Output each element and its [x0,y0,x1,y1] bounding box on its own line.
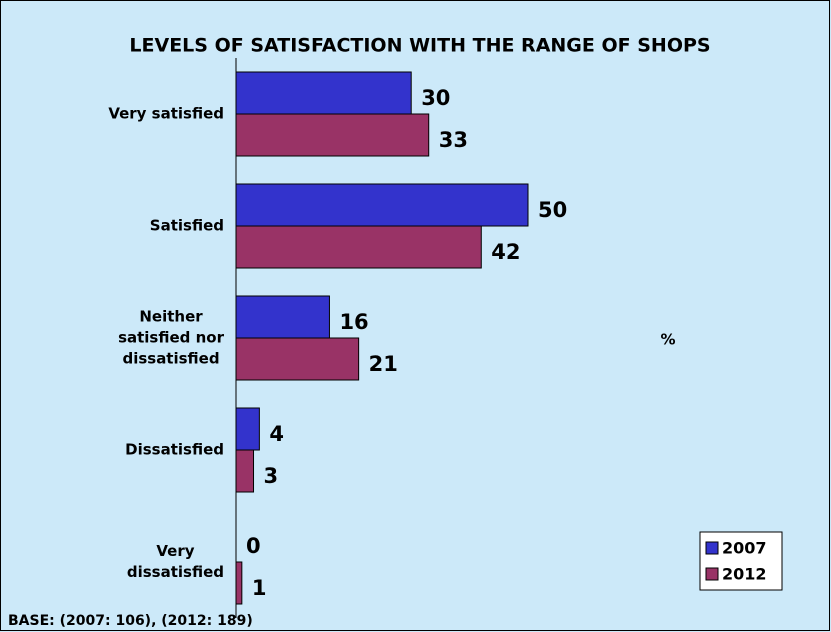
value-label: 1 [252,576,267,600]
legend-label: 2012 [722,565,767,584]
y-tick-label: Dissatisfied [125,440,224,459]
note: BASE: (2007: 106), (2012: 189) [8,613,253,629]
legend-swatch [705,567,719,581]
y-tick-label: Very satisfied [108,104,224,123]
value-label: 21 [369,352,398,376]
chart-title: LEVELS OF SATISFACTION WITH THE RANGE OF… [129,35,710,57]
value-label: 4 [269,422,284,446]
bar [235,225,482,269]
value-label: 3 [264,464,279,488]
bar [235,407,260,451]
x-axis-label: % [660,331,675,349]
bar [235,71,412,115]
bar [235,337,360,381]
y-tick-label: Satisfied [149,216,224,235]
value-label: 0 [246,534,261,558]
value-label: 16 [339,310,368,334]
y-tick-label: Very dissatisfied [126,542,224,581]
bar [235,561,243,605]
value-label: 33 [439,128,468,152]
legend-swatch [705,541,719,555]
legend-label: 2007 [722,539,767,558]
bar [235,113,430,157]
bar [235,449,255,493]
bar [235,295,330,339]
value-label: 50 [538,198,567,222]
y-tick-label: Neither satisfied nor dissatisfied [118,307,224,368]
value-label: 42 [491,240,520,264]
value-label: 30 [421,86,450,110]
bar [235,183,529,227]
